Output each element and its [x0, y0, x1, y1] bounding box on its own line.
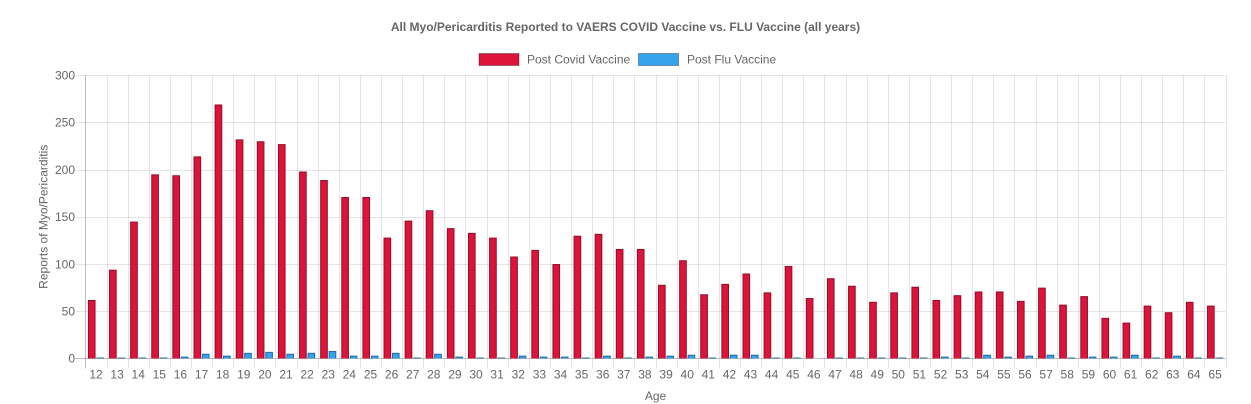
svg-text:16: 16 [174, 367, 188, 381]
svg-text:60: 60 [1103, 367, 1117, 381]
svg-text:Post Covid Vaccine: Post Covid Vaccine [527, 53, 630, 67]
svg-text:42: 42 [723, 367, 737, 381]
svg-text:45: 45 [786, 367, 800, 381]
svg-text:Reports of Myo/Pericarditis: Reports of Myo/Pericarditis [37, 145, 51, 289]
svg-text:31: 31 [490, 367, 504, 381]
svg-text:43: 43 [744, 367, 758, 381]
svg-text:40: 40 [681, 367, 695, 381]
svg-text:25: 25 [364, 367, 378, 381]
svg-text:19: 19 [237, 367, 251, 381]
svg-text:23: 23 [322, 367, 336, 381]
svg-text:52: 52 [934, 367, 948, 381]
svg-text:47: 47 [828, 367, 842, 381]
svg-text:27: 27 [406, 367, 420, 381]
svg-text:48: 48 [849, 367, 863, 381]
svg-text:51: 51 [913, 367, 927, 381]
svg-text:56: 56 [1018, 367, 1032, 381]
svg-text:29: 29 [448, 367, 462, 381]
svg-text:62: 62 [1145, 367, 1159, 381]
svg-text:37: 37 [617, 367, 631, 381]
svg-text:41: 41 [702, 367, 716, 381]
svg-text:17: 17 [195, 367, 209, 381]
svg-text:28: 28 [427, 367, 441, 381]
svg-text:13: 13 [110, 367, 124, 381]
svg-text:63: 63 [1166, 367, 1180, 381]
svg-text:39: 39 [659, 367, 673, 381]
svg-text:57: 57 [1039, 367, 1053, 381]
svg-text:34: 34 [554, 367, 568, 381]
svg-text:Age: Age [645, 389, 667, 403]
svg-text:36: 36 [596, 367, 610, 381]
svg-text:38: 38 [638, 367, 652, 381]
svg-text:33: 33 [533, 367, 547, 381]
svg-text:22: 22 [300, 367, 314, 381]
svg-text:21: 21 [279, 367, 293, 381]
svg-text:12: 12 [89, 367, 103, 381]
svg-text:44: 44 [765, 367, 779, 381]
svg-text:53: 53 [955, 367, 969, 381]
svg-text:49: 49 [871, 367, 885, 381]
svg-text:64: 64 [1187, 367, 1201, 381]
svg-text:All Myo/Pericarditis Reported: All Myo/Pericarditis Reported to VAERS C… [391, 20, 860, 34]
svg-text:32: 32 [512, 367, 526, 381]
svg-text:100: 100 [55, 257, 75, 271]
svg-text:61: 61 [1124, 367, 1138, 381]
svg-text:35: 35 [575, 367, 589, 381]
svg-text:18: 18 [216, 367, 230, 381]
svg-text:200: 200 [55, 163, 75, 177]
svg-text:24: 24 [343, 367, 357, 381]
svg-text:50: 50 [892, 367, 906, 381]
svg-text:20: 20 [258, 367, 272, 381]
svg-text:0: 0 [68, 352, 75, 366]
svg-text:65: 65 [1208, 367, 1222, 381]
svg-text:150: 150 [55, 210, 75, 224]
svg-text:55: 55 [997, 367, 1011, 381]
svg-text:46: 46 [807, 367, 821, 381]
svg-text:Post Flu Vaccine: Post Flu Vaccine [687, 53, 776, 67]
svg-text:26: 26 [385, 367, 399, 381]
svg-text:50: 50 [62, 305, 76, 319]
svg-text:14: 14 [132, 367, 146, 381]
svg-text:300: 300 [55, 68, 75, 82]
svg-text:30: 30 [469, 367, 483, 381]
svg-text:250: 250 [55, 116, 75, 130]
svg-text:15: 15 [153, 367, 167, 381]
svg-text:58: 58 [1061, 367, 1075, 381]
svg-text:59: 59 [1082, 367, 1096, 381]
svg-text:54: 54 [976, 367, 990, 381]
